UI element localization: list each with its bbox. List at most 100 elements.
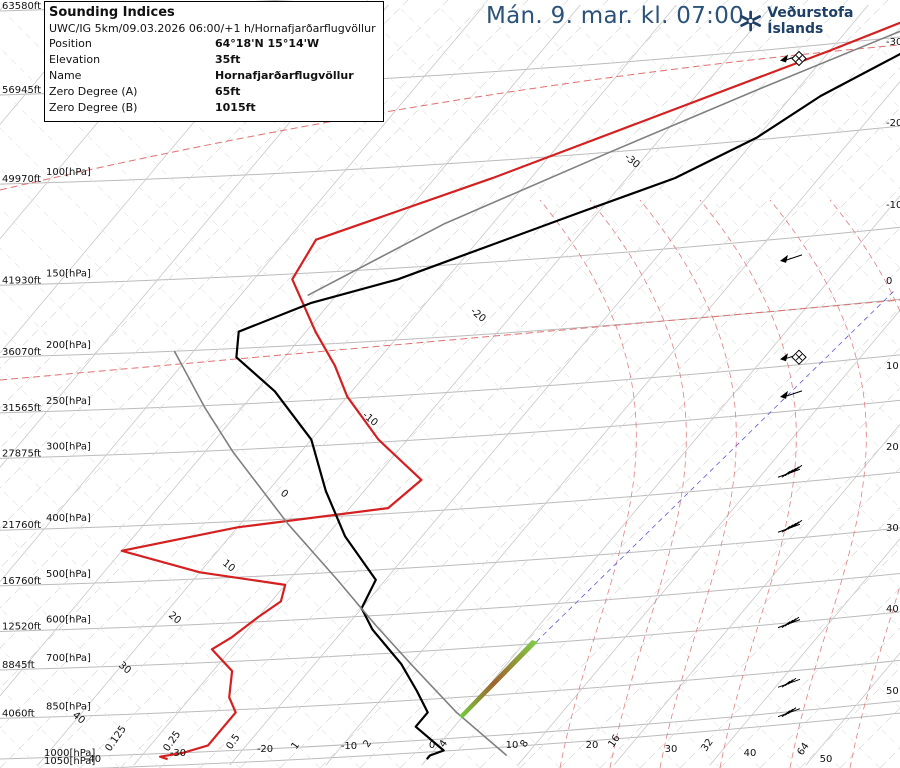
info-row-zero-degree-a: Zero Degree (A) 65ft: [49, 84, 379, 100]
info-label: Name: [49, 69, 82, 82]
info-row-position: Position 64°18'N 15°14'W: [49, 36, 379, 52]
dry-adiabat-line: [799, 667, 900, 768]
wind-barb-staff: [783, 390, 803, 398]
altitude-label: 16760ft: [2, 576, 41, 587]
dry-adiabat-line: [479, 347, 900, 768]
isotherm-line: [133, 4, 773, 766]
info-label: Elevation: [49, 53, 101, 66]
isobar-label: 100[hPa]: [46, 167, 91, 178]
dry-adiabat-line: [239, 107, 900, 768]
bottom-axis-label: 50: [820, 754, 833, 765]
wind-barb-feather: [787, 522, 797, 530]
isotherm-line: [0, 4, 5, 11]
dry-adiabat-line: [319, 187, 900, 768]
isotherm-line: [517, 309, 900, 766]
wind-barb-flag: [780, 353, 788, 362]
vedurstofa-logo: Veðurstofa Íslands: [738, 5, 900, 37]
dry-adiabat-line: [0, 0, 409, 409]
moist-adiabat-line: [319, 7, 900, 589]
dry-adiabat-line: [279, 147, 900, 768]
altitude-label: 21760ft: [2, 520, 41, 531]
isobar-label: 300[hPa]: [46, 441, 91, 452]
icing-diamond-mark: [795, 55, 803, 62]
dry-adiabat-line: [679, 547, 900, 768]
isobar-label: 1050[hPa]: [44, 756, 95, 767]
dry-adiabat-line: [599, 467, 900, 768]
right-axis-label: 0: [886, 276, 892, 287]
isotherm-label: 20: [166, 610, 183, 627]
icing-diamond-mark: [795, 353, 803, 361]
moist-adiabat-curve: [829, 199, 900, 768]
dry-adiabat-line: [879, 747, 900, 768]
moist-adiabat-line: [399, 7, 900, 509]
right-axis-label: -30: [886, 37, 900, 48]
isotherm-line: [37, 4, 677, 766]
dry-adiabat-line: [759, 627, 900, 768]
isotherm-line: [613, 423, 900, 766]
altitude-label: 8845ft: [2, 660, 35, 671]
bottom-axis-label: 20: [586, 740, 599, 751]
altitude-label: 12520ft: [2, 621, 41, 632]
dry-adiabat-line: [0, 0, 569, 569]
isobar-label: 600[hPa]: [46, 614, 91, 625]
isobar-label: 1000[hPa]: [44, 748, 95, 759]
isotherm-line: [709, 538, 900, 766]
isotherm-line: [0, 4, 581, 697]
info-value: Hornafjarðarflugvöllur: [215, 69, 354, 82]
bottom-axis-label: 40: [744, 748, 757, 759]
mixing-ratio-label: 32: [699, 737, 715, 754]
isotherm-line: [0, 4, 485, 583]
wind-barb-feather: [790, 521, 800, 529]
info-row-name: Name Hornafjarðarflugvöllur: [49, 68, 379, 84]
dry-adiabat-line: [399, 267, 900, 768]
altitude-label: 31565ft: [2, 403, 41, 414]
reference-dashed-line: [0, 44, 900, 191]
dry-adiabat-line: [559, 427, 900, 768]
mixing-ratio-label: 1: [289, 740, 302, 752]
wind-barb-feather: [781, 710, 791, 718]
isobar-label: 150[hPa]: [46, 268, 91, 279]
altitude-label: 4060ft: [2, 708, 35, 719]
moist-adiabat-line: [359, 7, 900, 549]
altitude-label: 56945ft: [2, 85, 41, 96]
sounding-indices-box: Sounding Indices UWC/IG 5km/09.03.2026 0…: [44, 1, 384, 122]
isobar-line: [0, 354, 900, 414]
wind-barb-feather: [784, 679, 794, 687]
wind-barb-feather: [790, 466, 800, 474]
isobar-line: [0, 125, 900, 185]
moist-adiabat-line: [719, 7, 900, 189]
bottom-axis-label: 10: [506, 740, 519, 751]
isobar-line: [0, 471, 900, 531]
moist-adiabat-line: [239, 7, 900, 669]
isobar-line: [0, 700, 900, 760]
right-axis-label: 10: [886, 361, 899, 372]
dry-adiabat-line: [0, 0, 609, 609]
wind-barb-feather: [781, 621, 791, 629]
altitude-label: 36070ft: [2, 347, 41, 358]
forecast-time-title: Mán. 9. mar. kl. 07:00: [486, 3, 745, 29]
info-box-subtitle: UWC/IG 5km/09.03.2026 06:00/+1 h/Hornafj…: [49, 22, 376, 35]
info-value: 65ft: [215, 85, 241, 98]
isobar-line: [0, 527, 900, 587]
sounding-profile-line: [235, 52, 900, 760]
surface-layer-band: [459, 640, 538, 718]
wind-barb-feather: [784, 708, 794, 716]
bottom-axis-label: -20: [257, 744, 273, 755]
dry-adiabat-line: [79, 0, 849, 768]
info-label: Zero Degree (B): [49, 101, 138, 114]
wind-barb-feather: [784, 524, 794, 532]
moist-adiabat-line: [479, 7, 900, 429]
isobar-label: 250[hPa]: [46, 396, 91, 407]
moist-adiabat-curve: [589, 199, 687, 768]
bottom-axis-label: 0: [429, 740, 435, 751]
isotherm-label: -10: [360, 410, 380, 429]
moist-adiabat-curve: [769, 199, 867, 768]
isobar-line: [0, 572, 900, 632]
isobar-line: [88, 712, 900, 768]
bottom-axis-label: -30: [170, 748, 186, 759]
moist-adiabat-line: [679, 7, 900, 229]
isotherm-line: [0, 4, 293, 354]
info-row-elevation: Elevation 35ft: [49, 52, 379, 68]
wind-barb-feather: [787, 707, 797, 715]
